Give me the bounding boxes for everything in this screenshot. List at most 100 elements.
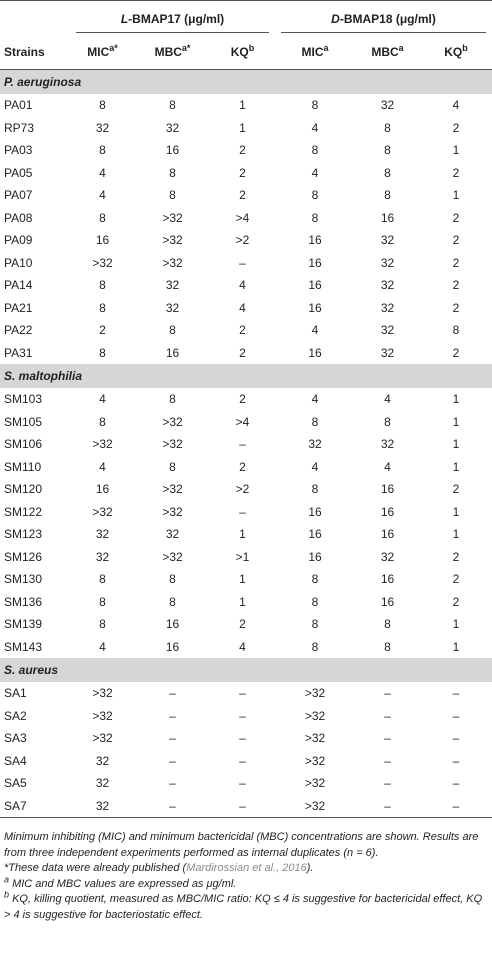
value-cell: 2 (452, 278, 460, 293)
value-cell: 8 (99, 300, 106, 315)
value-cell: 4 (311, 323, 319, 338)
strain-cell: SM136 (4, 594, 43, 609)
table-body: P. aeruginosa PA01 8 8 1 8 32 4 RP73 32 32 1 4 8 2 PA03… (0, 69, 492, 818)
strain-cell: SM122 (4, 504, 43, 519)
value-cell: 16 (95, 482, 110, 497)
group-header-text: D-BMAP18 (μg/ml) (281, 4, 487, 33)
value-cell: >32 (92, 255, 113, 270)
value-cell: 8 (169, 323, 176, 338)
strain-cell: PA10 (4, 255, 33, 270)
data-row: SM126 32 >32 >1 16 32 2 (0, 546, 492, 569)
header-prefix: L (120, 11, 129, 26)
value-cell: 1 (239, 572, 246, 587)
value-cell: 2 (239, 165, 246, 180)
value-cell: 16 (380, 527, 395, 542)
value-cell: 32 (95, 776, 110, 791)
value-cell: 4 (452, 98, 460, 113)
strain-cell: SM106 (4, 437, 43, 452)
footnotes: Minimum inhibiting (MIC) and minimum bac… (0, 818, 492, 923)
value-cell: >1 (235, 549, 250, 564)
value-cell: 4 (311, 459, 319, 474)
value-cell: 32 (380, 98, 395, 113)
value-cell: 4 (239, 278, 246, 293)
value-cell: 8 (384, 617, 391, 632)
value-cell: >2 (235, 233, 250, 248)
value-cell: 4 (311, 165, 319, 180)
value-cell: 8 (169, 572, 176, 587)
value-cell: 8 (384, 165, 391, 180)
column-header-sup: b (462, 43, 468, 53)
value-cell: 4 (99, 188, 106, 203)
value-cell: – (169, 731, 176, 746)
column-header: Strains (0, 35, 70, 70)
group-header: L-BMAP17 (μg/ml) (70, 1, 275, 36)
strain-cell: RP73 (4, 120, 35, 135)
value-cell: 8 (169, 392, 176, 407)
data-row: SM122 >32 >32 – 16 16 1 (0, 501, 492, 524)
value-cell: >32 (162, 255, 183, 270)
value-cell: – (452, 753, 460, 768)
value-cell: 16 (308, 278, 322, 293)
strain-cell: PA07 (4, 188, 33, 203)
data-row: SA5 32 – – >32 – – (0, 772, 492, 795)
value-cell: 16 (165, 143, 180, 158)
value-cell: >32 (162, 437, 183, 452)
group-header-text: L-BMAP17 (μg/ml) (76, 4, 269, 33)
value-cell: 8 (452, 323, 460, 338)
strain-cell: PA03 (4, 143, 33, 158)
section-row: P. aeruginosa (0, 69, 492, 94)
value-cell: 4 (99, 165, 106, 180)
column-header-text: KQ (230, 45, 249, 59)
data-row: SM106 >32 >32 – 32 32 1 (0, 433, 492, 456)
data-row: PA01 8 8 1 8 32 4 (0, 94, 492, 117)
strain-cell: PA08 (4, 210, 33, 225)
value-cell: >32 (162, 414, 183, 429)
value-cell: 1 (452, 188, 460, 203)
value-cell: >32 (162, 233, 183, 248)
value-cell: >4 (235, 414, 250, 429)
value-cell: >32 (162, 482, 183, 497)
value-cell: 4 (311, 120, 319, 135)
value-cell: 1 (452, 437, 460, 452)
value-cell: 1 (452, 617, 460, 632)
header-text: -BMAP17 (μg/ml) (128, 11, 225, 26)
value-cell: 32 (165, 278, 180, 293)
value-cell: 8 (169, 165, 176, 180)
value-cell: 32 (380, 437, 395, 452)
value-cell: >32 (162, 549, 183, 564)
value-cell: 4 (239, 300, 246, 315)
data-row: SM103 4 8 2 4 4 1 (0, 388, 492, 411)
data-row: PA22 2 8 2 4 32 8 (0, 319, 492, 342)
strain-cell: SM105 (4, 414, 43, 429)
value-cell: 32 (165, 300, 180, 315)
data-row: SM120 16 >32 >2 8 16 2 (0, 478, 492, 501)
value-cell: – (420, 794, 492, 818)
value-cell: – (239, 776, 246, 791)
footnote: a MIC and MBC values are expressed as μg… (4, 874, 488, 893)
value-cell: 32 (70, 794, 135, 818)
value-cell: – (452, 776, 460, 791)
strain-cell: SM126 (4, 549, 43, 564)
value-cell: >32 (304, 776, 326, 791)
value-cell: 32 (95, 527, 110, 542)
value-cell: – (239, 504, 246, 519)
value-cell: >32 (304, 753, 326, 768)
value-cell: 2 (452, 300, 460, 315)
column-header-sup: b (248, 43, 255, 53)
value-cell: 8 (311, 594, 319, 609)
value-cell: 8 (311, 98, 319, 113)
value-cell: – (452, 731, 460, 746)
data-row: PA31 8 16 2 16 32 2 (0, 342, 492, 365)
value-cell: – (384, 731, 391, 746)
value-cell: >32 (304, 731, 326, 746)
data-row: PA03 8 16 2 8 8 1 (0, 139, 492, 162)
citation-link[interactable]: Mardirossian et al., 2016 (186, 862, 307, 874)
value-cell: 16 (308, 527, 322, 542)
value-cell: – (169, 753, 176, 768)
value-cell: 32 (95, 120, 110, 135)
data-row: SM130 8 8 1 8 16 2 (0, 568, 492, 591)
value-cell: 16 (308, 549, 322, 564)
value-cell: 8 (169, 459, 176, 474)
value-cell: 8 (384, 414, 391, 429)
value-cell: 1 (239, 594, 246, 609)
